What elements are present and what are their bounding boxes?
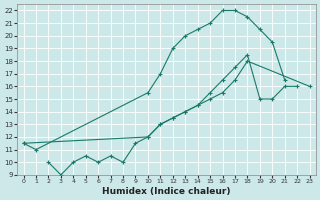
X-axis label: Humidex (Indice chaleur): Humidex (Indice chaleur) <box>102 187 231 196</box>
